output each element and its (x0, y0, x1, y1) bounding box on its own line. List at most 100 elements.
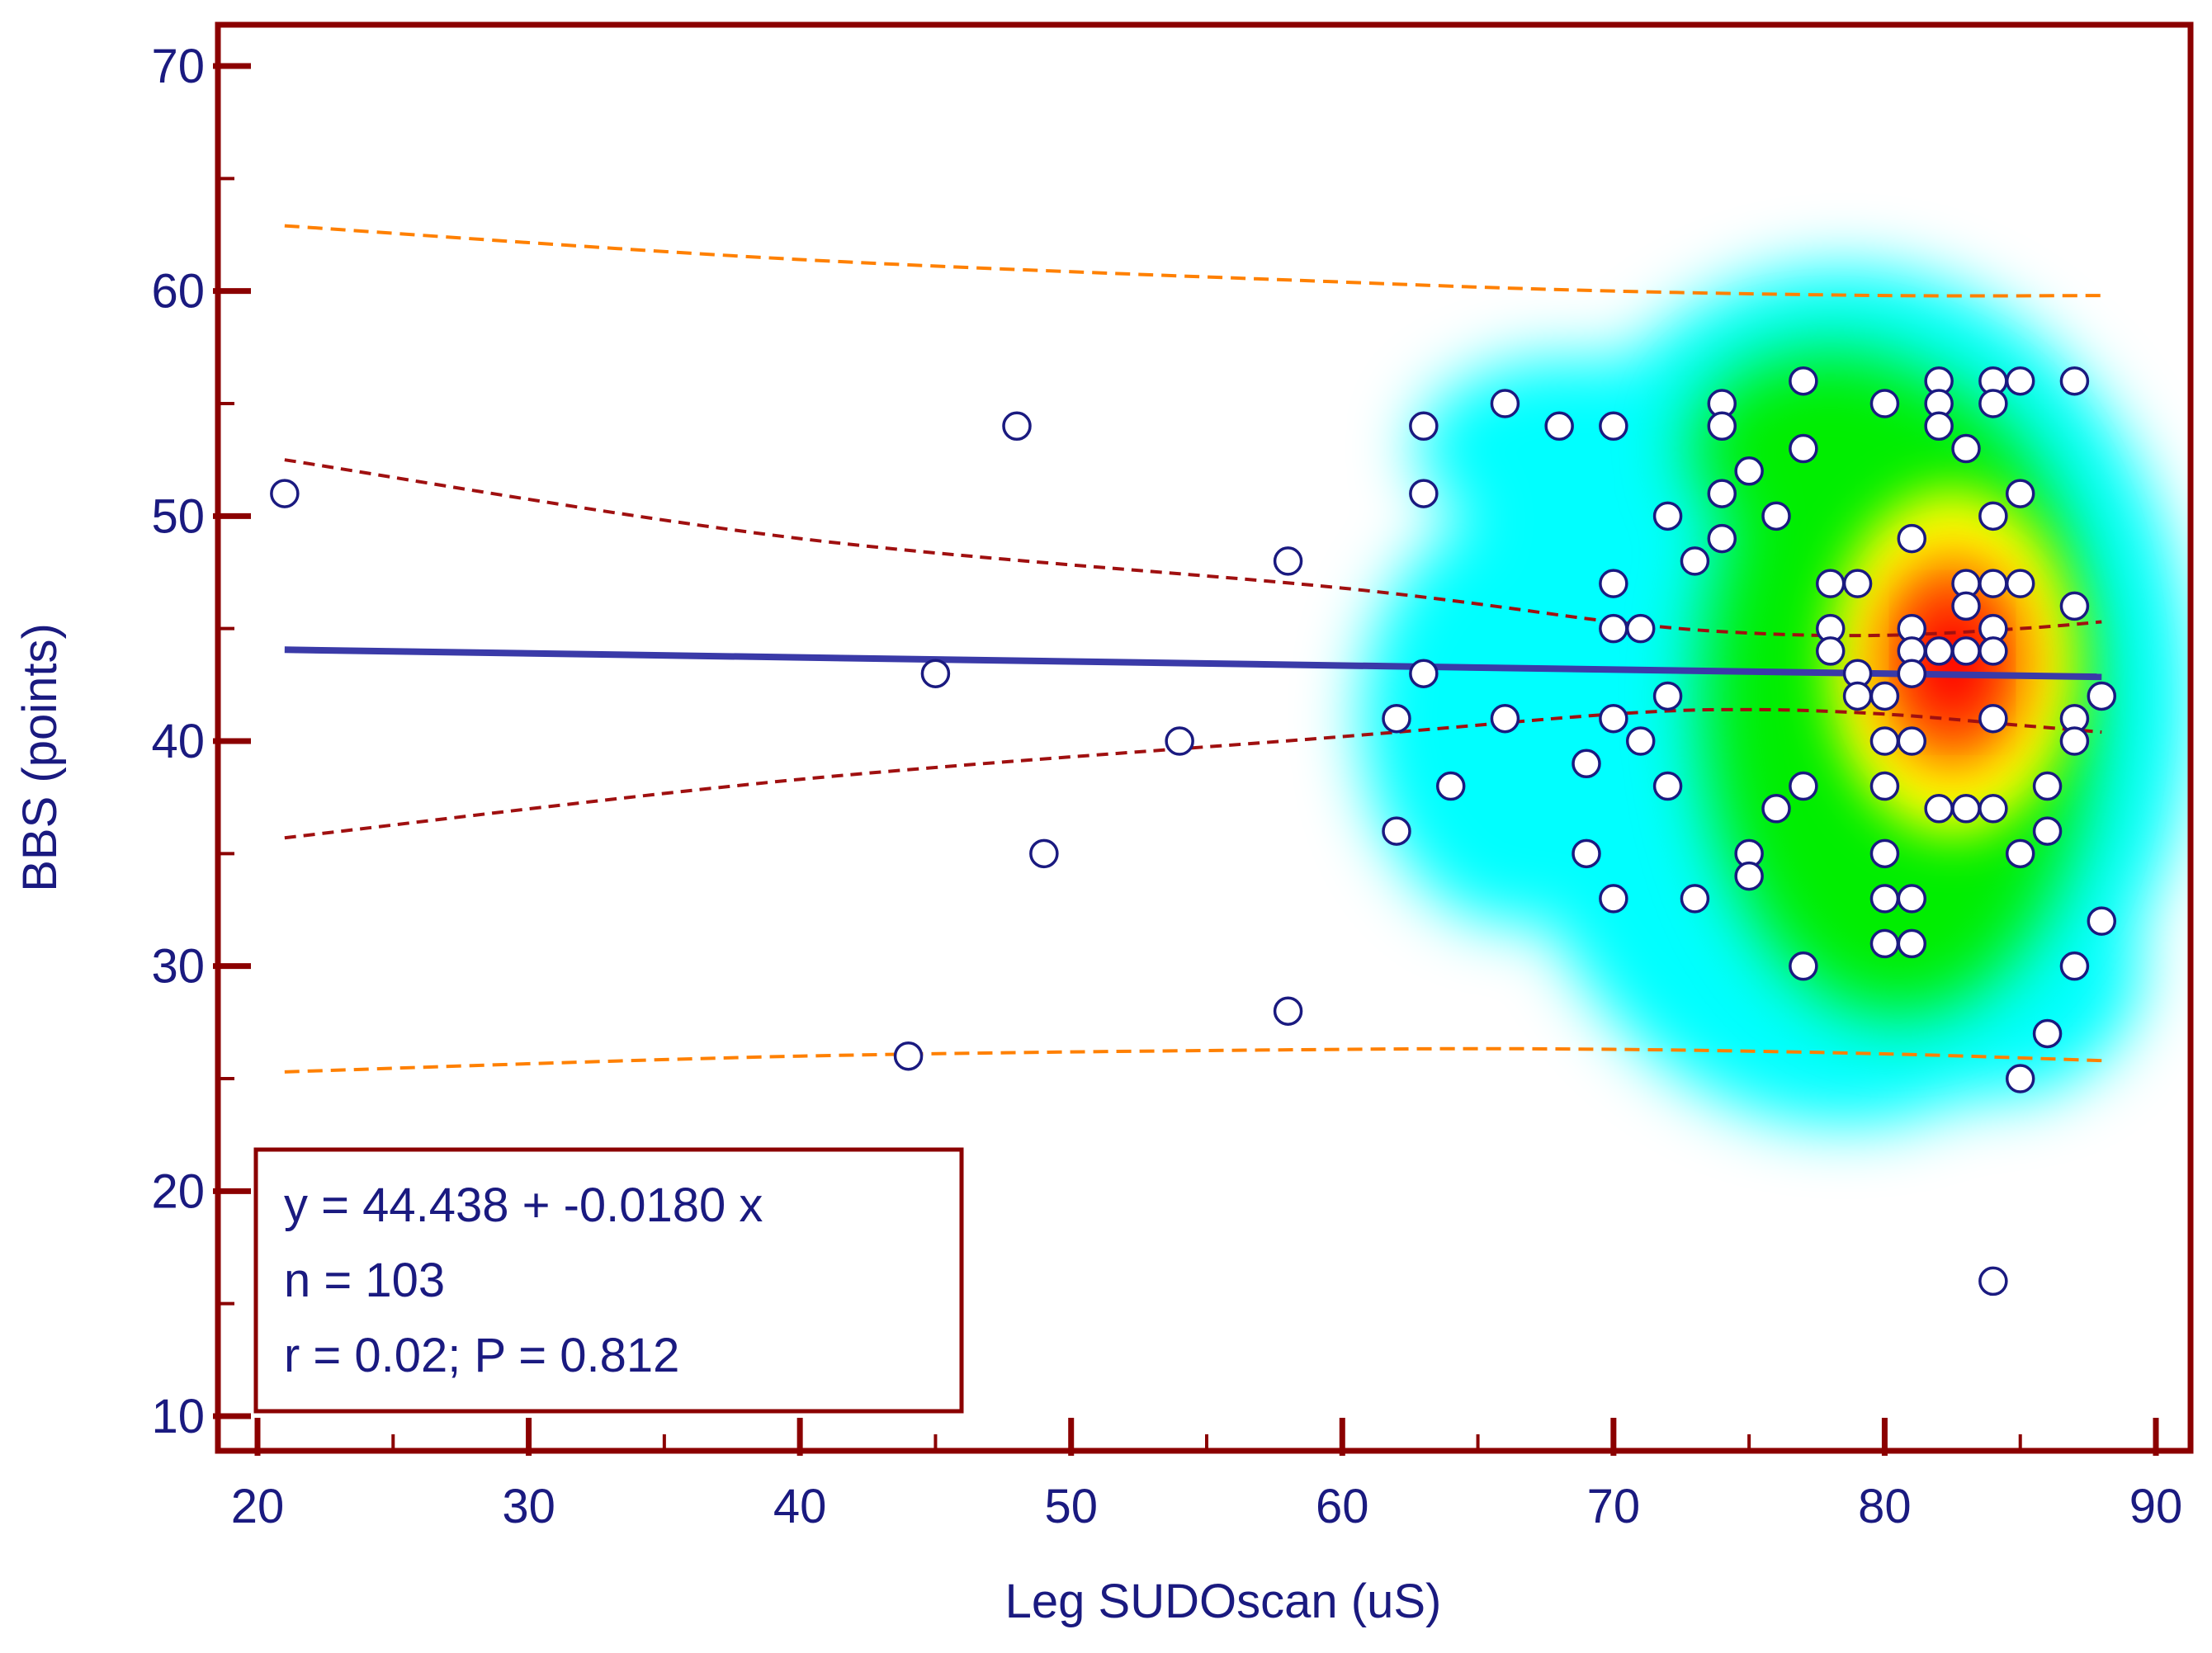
data-point (1002, 411, 1032, 442)
data-point (1869, 928, 1900, 959)
data-point (1869, 389, 1900, 418)
x-tick-label: 30 (502, 1480, 555, 1533)
data-point (1572, 749, 1601, 779)
regression-equation: y = 44.438 + -0.0180 x (284, 1178, 763, 1232)
data-point (1572, 838, 1601, 869)
y-axis-title: BBS (points) (13, 623, 67, 892)
data-point (1490, 703, 1520, 734)
data-point (1707, 479, 1737, 508)
x-tick-label: 80 (1858, 1480, 1912, 1533)
data-point (920, 659, 951, 688)
data-point (1273, 996, 1303, 1026)
stats-box: y = 44.438 + -0.0180 x n = 103 r = 0.02;… (253, 1147, 964, 1414)
stats-box-frame (253, 1147, 964, 1414)
data-point (2059, 726, 2090, 756)
data-point (1869, 726, 1900, 756)
data-point (2032, 816, 2063, 846)
data-point (1599, 884, 1628, 914)
data-point (1273, 546, 1303, 576)
data-point (1165, 726, 1194, 756)
data-point (1897, 928, 1927, 959)
data-point (1924, 794, 1954, 824)
data-point (1897, 659, 1927, 688)
data-point (2005, 838, 2035, 869)
data-point (1680, 546, 1710, 576)
data-point (1815, 636, 1846, 666)
data-point (1869, 771, 1900, 801)
data-point (1435, 771, 1466, 801)
data-point (1978, 703, 2008, 734)
correlation-stats: r = 0.02; P = 0.812 (284, 1329, 679, 1382)
x-tick-label: 70 (1587, 1480, 1641, 1533)
data-point (1789, 433, 1818, 464)
data-point (1652, 501, 1683, 531)
data-point (1652, 681, 1683, 711)
data-point (1978, 389, 2008, 418)
data-point (1815, 569, 1846, 598)
data-point (1842, 681, 1873, 711)
data-point (1599, 613, 1628, 644)
data-point (1869, 681, 1900, 711)
data-point (1382, 816, 1411, 846)
x-tick-label: 90 (2129, 1480, 2183, 1533)
confidence-band-upper (284, 458, 2102, 638)
data-point (1924, 411, 1954, 442)
data-point (2032, 771, 2063, 801)
x-tick-label: 40 (773, 1480, 827, 1533)
data-point (1652, 771, 1683, 801)
data-point (1951, 636, 1981, 666)
data-point (893, 1041, 924, 1071)
data-point (270, 479, 300, 508)
data-point (1625, 726, 1656, 756)
data-point (2005, 569, 2035, 598)
data-point (1707, 523, 1737, 554)
data-point (1978, 569, 2008, 598)
data-point (2059, 951, 2090, 981)
data-point (2087, 906, 2117, 936)
x-tick-label: 60 (1316, 1480, 1369, 1533)
data-point (1599, 569, 1628, 598)
data-point (1842, 569, 1873, 598)
data-point (1869, 838, 1900, 869)
data-point (2059, 591, 2090, 621)
data-point (1789, 366, 1818, 396)
data-point (2005, 479, 2035, 508)
x-axis: 20 30 40 50 60 70 80 90 (231, 1418, 2183, 1533)
data-point (1599, 411, 1628, 442)
density-blob (1416, 357, 1730, 540)
data-point (2059, 366, 2090, 396)
data-point (1029, 838, 1059, 869)
x-axis-title: Leg SUDOscan (uS) (1005, 1575, 1442, 1628)
data-point (1789, 771, 1818, 801)
data-point (1897, 726, 1927, 756)
data-point (1951, 794, 1981, 824)
data-point (1409, 411, 1439, 442)
data-point (1544, 411, 1574, 442)
data-point (1734, 456, 1764, 486)
prediction-band-upper (284, 224, 2102, 298)
data-point (1869, 884, 1900, 914)
sample-size: n = 103 (284, 1254, 445, 1307)
prediction-band-lower (284, 1046, 2102, 1074)
data-point (2005, 1064, 2035, 1093)
y-tick-label: 30 (151, 940, 205, 994)
data-point (1409, 659, 1439, 688)
density-heatmap (1361, 267, 2191, 1126)
data-point (1625, 613, 1656, 644)
data-point (2005, 366, 2035, 396)
x-tick-label: 50 (1044, 1480, 1098, 1533)
data-point (1680, 884, 1710, 914)
data-point (1734, 861, 1764, 891)
y-tick-label: 60 (151, 265, 205, 319)
density-blob (1690, 349, 1971, 548)
data-point (1409, 479, 1439, 508)
regression-line (284, 646, 2102, 681)
data-point (2087, 681, 2117, 711)
data-point (1924, 636, 1954, 666)
data-point (1978, 636, 2008, 666)
plot-frame (215, 21, 2194, 1454)
data-point (1978, 1266, 2008, 1296)
data-point (1951, 433, 1981, 464)
y-tick-label: 70 (151, 40, 205, 93)
